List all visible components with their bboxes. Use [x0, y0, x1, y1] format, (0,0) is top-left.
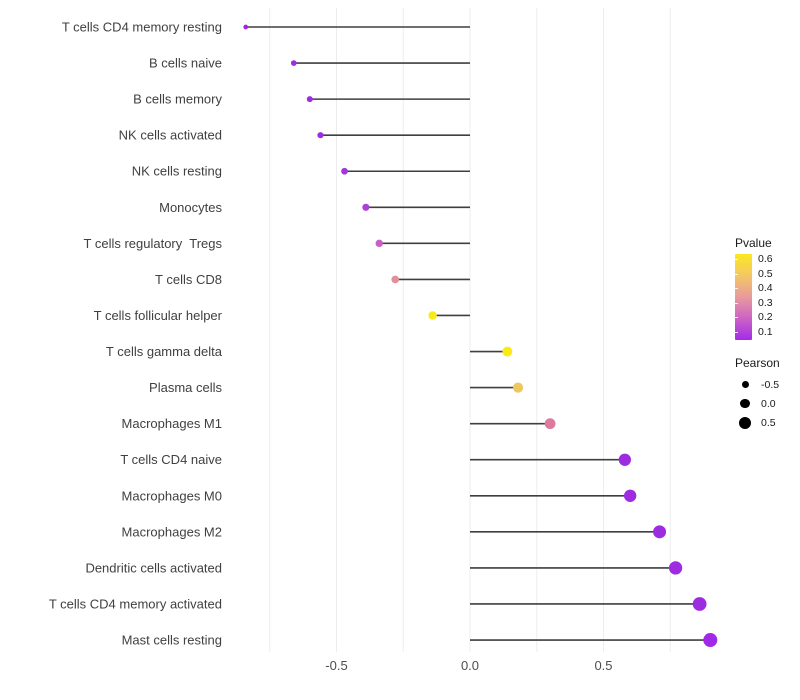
- category-label: B cells naive: [149, 56, 222, 71]
- data-point: [341, 167, 348, 175]
- pvalue-tick-label: 0.6: [758, 253, 773, 265]
- data-point: [653, 525, 667, 539]
- pvalue-colorbar: [735, 254, 752, 340]
- category-label: Macrophages M2: [122, 524, 222, 539]
- data-point: [512, 382, 524, 393]
- pearson-dot-wrap: [738, 416, 752, 429]
- category-label: Monocytes: [159, 200, 222, 215]
- pearson-legend: Pearson -0.5 0.0 0.5: [735, 356, 780, 435]
- category-label: T cells CD4 memory activated: [49, 596, 222, 611]
- category-label: T cells CD4 memory resting: [62, 20, 222, 35]
- data-point: [544, 418, 556, 430]
- pvalue-colorbar-tick: [735, 332, 738, 333]
- data-point: [703, 633, 718, 648]
- pvalue-colorbar-tick: [735, 288, 738, 290]
- category-label: NK cells activated: [119, 128, 222, 143]
- x-tick-label: 0.0: [461, 658, 479, 673]
- data-point: [668, 561, 683, 575]
- pearson-dot-wrap: [738, 381, 752, 388]
- pearson-legend-item: 0.5: [735, 416, 780, 429]
- data-point: [317, 132, 324, 139]
- pearson-item-label: 0.0: [761, 397, 776, 410]
- data-point: [306, 96, 313, 103]
- pvalue-tick-label: 0.1: [758, 326, 773, 338]
- category-label: T cells follicular helper: [94, 308, 223, 323]
- pvalue-colorbar-tick: [735, 273, 738, 275]
- x-tick-label: -0.5: [325, 658, 347, 673]
- category-label: Plasma cells: [149, 380, 222, 395]
- pearson-size-dot: [741, 381, 749, 388]
- pvalue-tick-label: 0.5: [758, 267, 773, 280]
- category-label: Mast cells resting: [122, 633, 222, 648]
- data-point: [375, 239, 383, 248]
- data-point: [362, 203, 370, 211]
- category-label: Dendritic cells activated: [85, 560, 222, 575]
- category-label: T cells gamma delta: [106, 344, 223, 359]
- data-point: [502, 346, 513, 357]
- data-point: [290, 60, 297, 66]
- category-label: B cells memory: [133, 92, 222, 107]
- data-point: [624, 489, 637, 502]
- pearson-legend-items: -0.5 0.0 0.5: [735, 378, 780, 429]
- pearson-size-dot: [739, 416, 751, 429]
- data-point: [618, 453, 632, 466]
- category-label: Macrophages M1: [122, 416, 222, 431]
- pvalue-colorbar-tick: [735, 302, 738, 304]
- x-tick-label: 0.5: [594, 658, 612, 673]
- data-point: [428, 311, 437, 320]
- category-label: NK cells resting: [132, 164, 222, 179]
- category-label: Macrophages M0: [122, 488, 222, 503]
- pvalue-colorbar-tick: [735, 259, 738, 260]
- category-label: T cells CD4 naive: [120, 452, 222, 467]
- pvalue-legend: Pvalue 0.6 0.5 0.4 0.3 0.2 0.1: [735, 236, 773, 340]
- pvalue-tick-label: 0.4: [758, 282, 773, 295]
- pvalue-legend-title: Pvalue: [735, 236, 772, 250]
- pearson-legend-item: 0.0: [735, 397, 780, 410]
- pearson-item-label: -0.5: [761, 378, 780, 391]
- pvalue-colorbar-tick: [735, 317, 738, 319]
- pvalue-tick-label: 0.3: [758, 296, 773, 309]
- data-point: [391, 275, 400, 284]
- data-point: [243, 24, 249, 30]
- category-label: T cells regulatory Tregs: [84, 236, 223, 251]
- pearson-legend-title: Pearson: [735, 356, 780, 370]
- category-label: T cells CD8: [155, 272, 222, 287]
- pearson-size-dot: [740, 398, 750, 409]
- pearson-item-label: 0.5: [761, 416, 776, 429]
- pearson-dot-wrap: [738, 398, 752, 409]
- pearson-legend-item: -0.5: [735, 378, 780, 391]
- pvalue-tick-label: 0.2: [758, 311, 773, 324]
- data-point: [692, 597, 707, 611]
